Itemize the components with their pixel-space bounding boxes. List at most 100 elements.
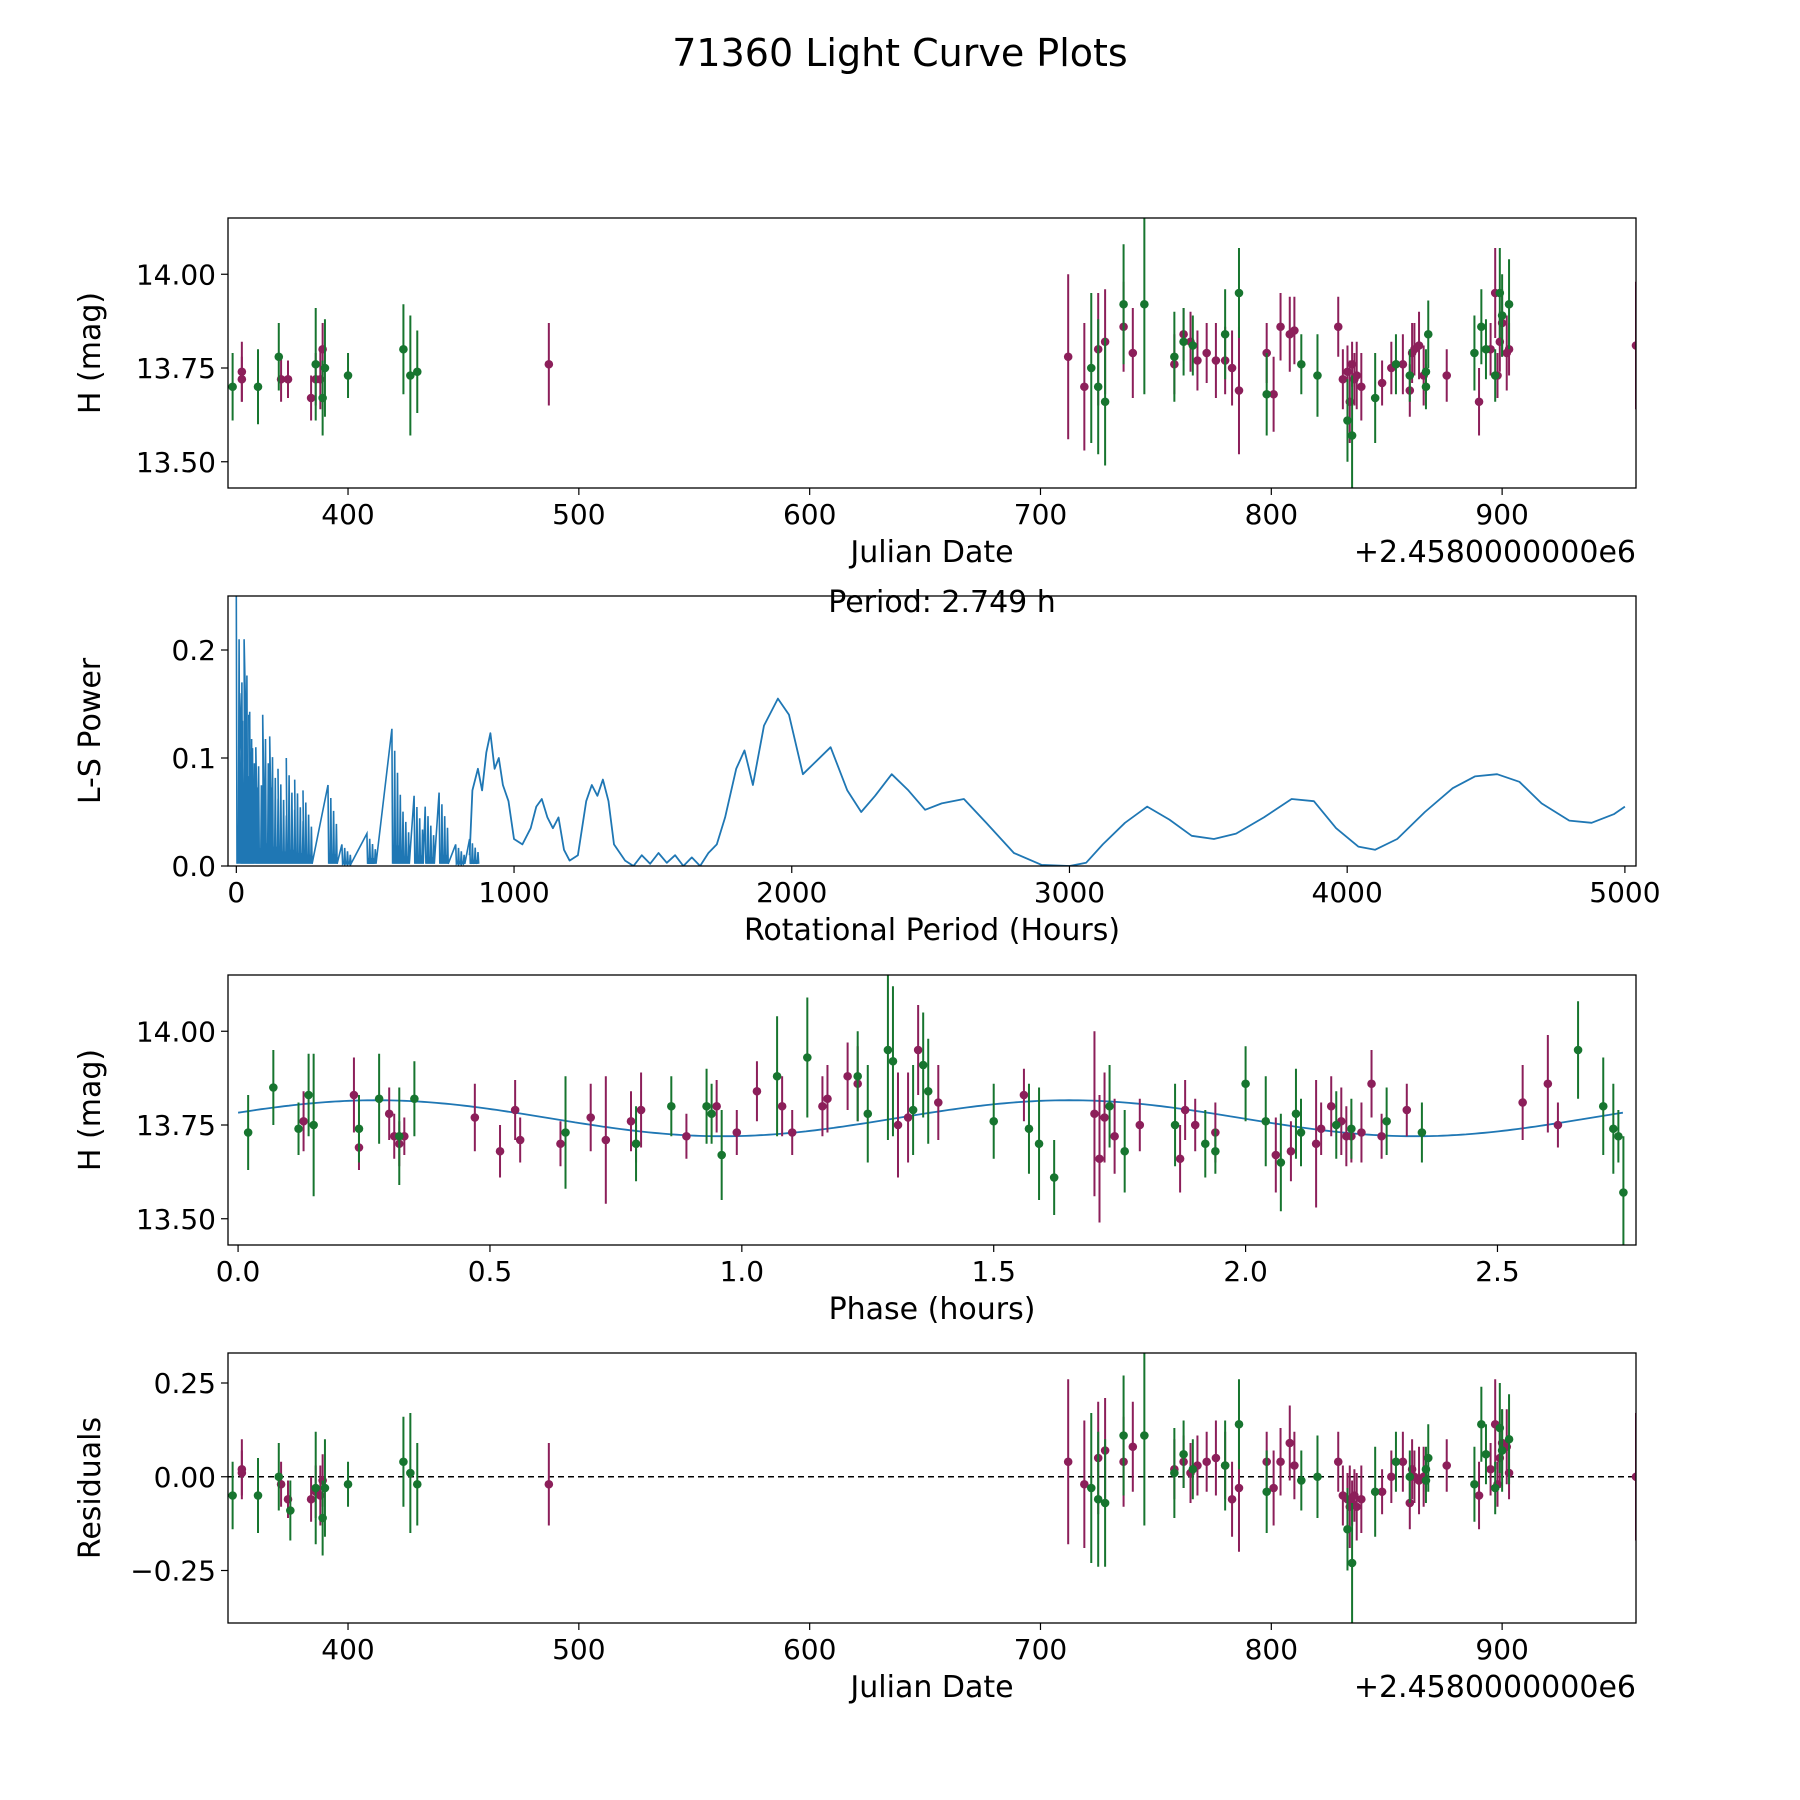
- y-axis-label: H (mag): [73, 292, 108, 414]
- data-point: [1486, 1464, 1495, 1474]
- data-point: [1338, 374, 1348, 384]
- data-point: [1100, 1113, 1109, 1122]
- x-axis-label: Rotational Period (Hours): [744, 913, 1120, 948]
- y-tick-label: 0.0: [171, 850, 216, 883]
- x-tick-label: 900: [1475, 498, 1528, 531]
- x-tick-label: 0.5: [468, 1255, 513, 1288]
- data-point: [631, 1139, 641, 1149]
- data-point: [717, 1150, 726, 1160]
- data-point: [823, 1094, 832, 1104]
- data-point: [1290, 1461, 1299, 1470]
- x-tick-label: 1.5: [971, 1255, 1016, 1288]
- data-point: [1063, 352, 1073, 362]
- x-axis-label: Phase (hours): [829, 1292, 1036, 1327]
- x-tick-label: 400: [321, 498, 374, 531]
- data-point: [1090, 1109, 1099, 1119]
- x-tick-label: 0.0: [216, 1255, 261, 1288]
- data-point: [1140, 1431, 1149, 1440]
- data-point: [913, 1045, 923, 1055]
- data-point: [1262, 1487, 1271, 1497]
- data-point: [406, 1468, 415, 1478]
- data-point: [294, 1124, 303, 1134]
- data-point: [410, 1094, 419, 1104]
- data-point: [286, 1506, 295, 1515]
- data-point: [1234, 288, 1244, 298]
- data-point: [1140, 299, 1149, 309]
- data-point: [354, 1124, 364, 1134]
- data-point: [1220, 1461, 1230, 1470]
- data-point: [1343, 416, 1352, 425]
- data-point: [1262, 389, 1271, 399]
- data-point: [1391, 359, 1401, 369]
- data-point: [1313, 371, 1322, 380]
- data-point: [903, 1113, 913, 1122]
- data-point: [1234, 1419, 1244, 1429]
- data-point: [1347, 1124, 1356, 1134]
- data-point: [1086, 363, 1096, 373]
- data-point: [343, 371, 353, 380]
- x-tick-label: 2.5: [1475, 1255, 1520, 1288]
- data-point: [1034, 1139, 1044, 1149]
- data-point: [636, 1105, 646, 1115]
- data-point: [1423, 329, 1433, 339]
- data-point: [544, 359, 554, 369]
- data-point: [1442, 1461, 1452, 1470]
- data-point: [1220, 329, 1230, 339]
- y-tick-label: 13.50: [136, 446, 216, 479]
- data-point: [667, 1101, 676, 1111]
- x-tick-label: 800: [1245, 498, 1298, 531]
- data-point: [1333, 322, 1343, 332]
- data-point: [1269, 389, 1278, 399]
- data-point: [918, 1060, 928, 1070]
- data-point: [283, 374, 293, 384]
- data-point: [586, 1113, 596, 1122]
- x-tick-label: 500: [552, 1633, 605, 1666]
- data-point: [1316, 1124, 1326, 1134]
- data-point: [1202, 1457, 1211, 1467]
- y-tick-label: 14.00: [136, 1015, 216, 1048]
- data-point: [399, 1457, 408, 1467]
- x-tick-label: 5000: [1589, 876, 1660, 909]
- data-point: [1286, 1146, 1296, 1156]
- y-tick-label: 0.1: [171, 742, 216, 775]
- data-point: [1477, 322, 1486, 332]
- data-point: [702, 1101, 711, 1111]
- x-tick-label: 1.0: [720, 1255, 765, 1288]
- data-point: [1211, 356, 1221, 365]
- data-point: [320, 363, 330, 373]
- data-point: [1119, 299, 1128, 309]
- data-point: [1063, 1457, 1073, 1467]
- data-point: [306, 393, 316, 403]
- x-tick-label: 500: [552, 498, 605, 531]
- data-point: [1470, 348, 1479, 358]
- data-point: [343, 1479, 353, 1489]
- data-point: [1290, 326, 1299, 335]
- x-tick-label: 700: [1014, 498, 1067, 531]
- data-point: [883, 1045, 893, 1055]
- data-point: [510, 1105, 520, 1115]
- data-point: [1497, 1446, 1507, 1455]
- data-point: [863, 1109, 873, 1119]
- data-point: [1297, 359, 1306, 369]
- data-point: [1414, 341, 1424, 350]
- x-offset-text: +2.4580000000e6: [1354, 1670, 1636, 1705]
- data-point: [818, 1101, 827, 1111]
- data-point: [626, 1116, 636, 1126]
- y-tick-label: 14.00: [136, 258, 216, 291]
- data-point: [1190, 1120, 1200, 1130]
- data-point: [1311, 1139, 1321, 1149]
- data-point: [1202, 348, 1211, 358]
- data-point: [1211, 1453, 1221, 1463]
- y-tick-label: 13.50: [136, 1203, 216, 1236]
- plot-area: [228, 218, 1636, 488]
- data-point: [1377, 1131, 1386, 1141]
- periodogram-line: [468, 697, 1626, 866]
- data-point: [1326, 1101, 1336, 1111]
- data-point: [803, 1053, 812, 1062]
- data-point: [1402, 1105, 1412, 1115]
- plot-periodogram: 0 1000 2000 3000 4000 5000 0.0 0.1 0.2 Rotational…: [73, 585, 1661, 948]
- data-point: [1382, 1116, 1391, 1126]
- data-point: [989, 1116, 999, 1126]
- data-point: [732, 1128, 742, 1137]
- x-offset-text: +2.4580000000e6: [1354, 535, 1636, 570]
